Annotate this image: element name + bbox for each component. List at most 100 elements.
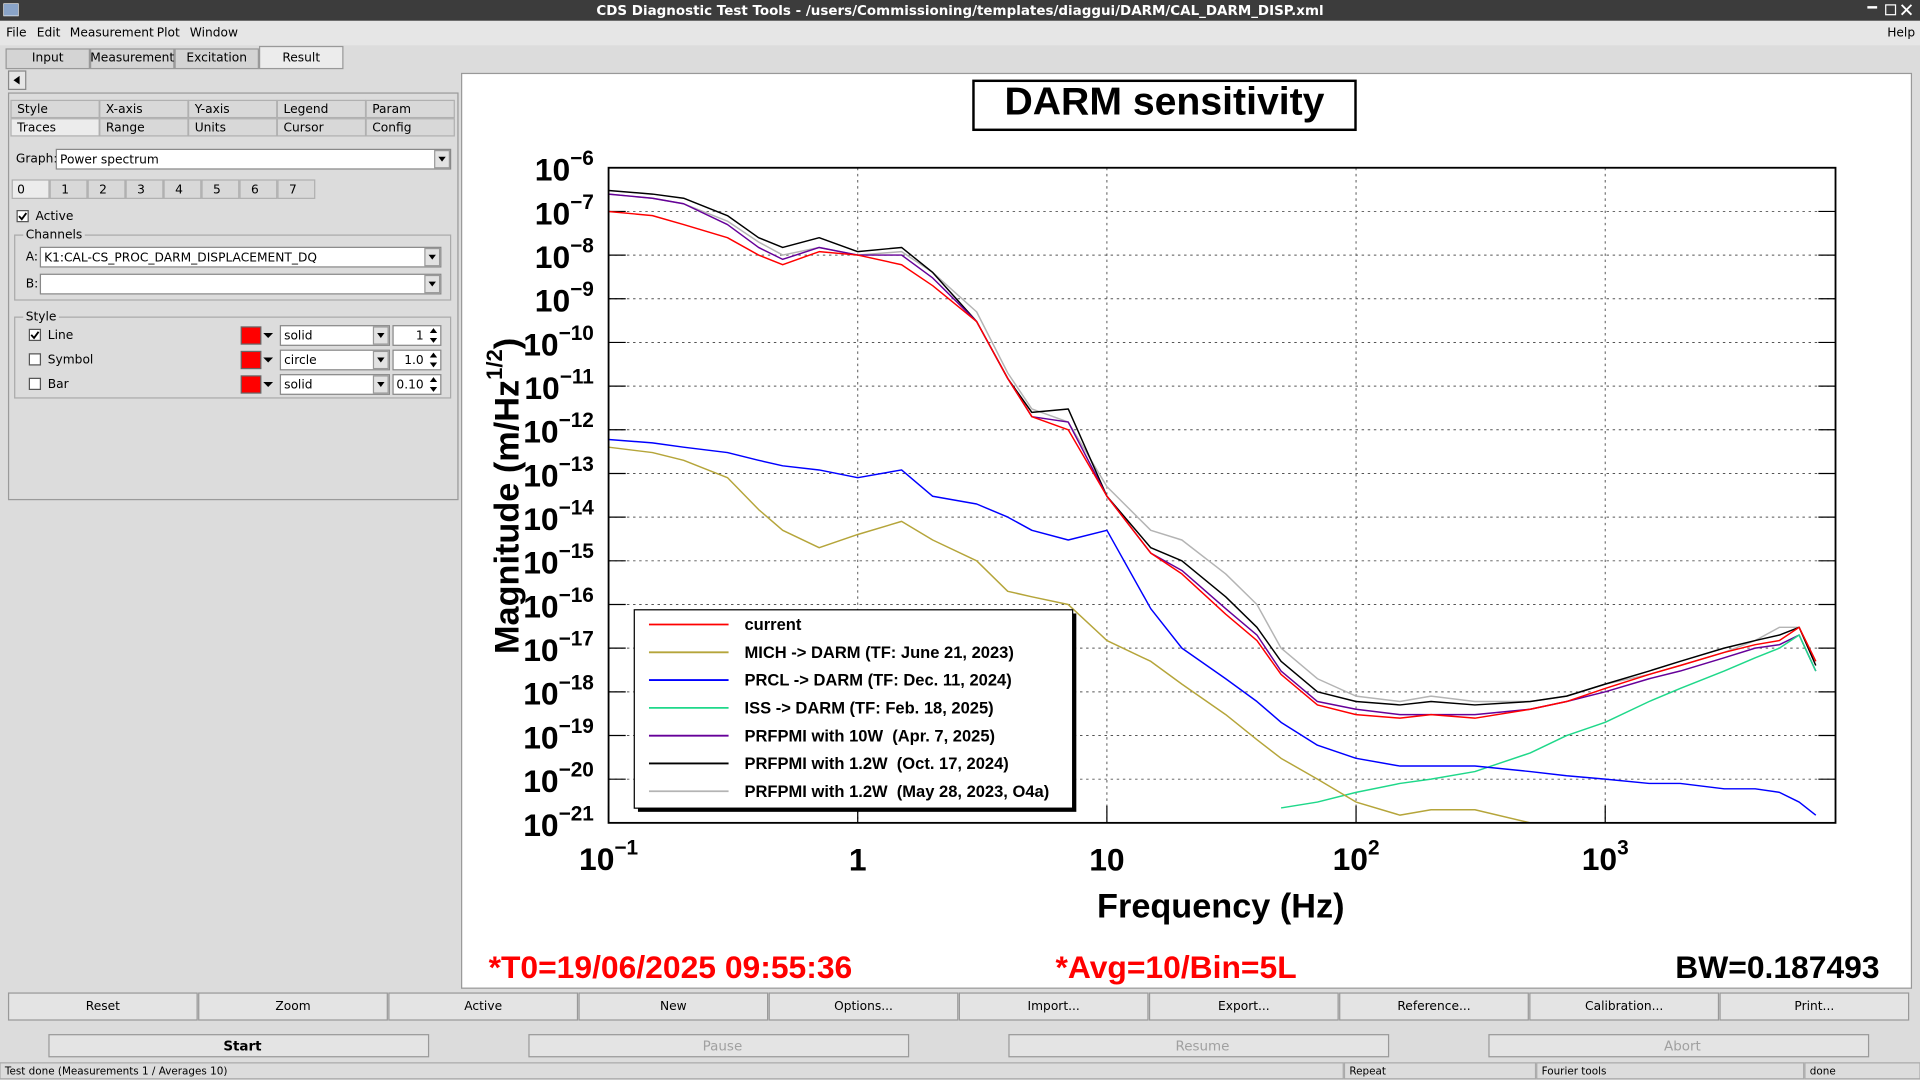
tick-exponent: −17: [559, 627, 594, 650]
menu-label: Measurement: [70, 26, 154, 40]
button[interactable]: [1529, 992, 1720, 1021]
tick-exponent: 3: [1617, 836, 1629, 859]
menu-item[interactable]: Measurement: [70, 26, 154, 40]
close-button[interactable]: [1900, 4, 1913, 16]
y-tick-label: 10−18: [523, 671, 594, 712]
style-row-label: Line: [48, 328, 74, 342]
menu-label: Window: [190, 26, 238, 40]
button[interactable]: [958, 992, 1149, 1021]
control-button[interactable]: [48, 1034, 430, 1058]
menu-label: File: [6, 26, 26, 40]
checkbox[interactable]: [16, 210, 29, 223]
trace-tab-label: 2: [99, 182, 107, 196]
maximize-button[interactable]: [1885, 4, 1897, 16]
graph-label: Graph:: [16, 152, 58, 166]
spin-arrows: [429, 377, 438, 392]
checkbox[interactable]: [28, 353, 42, 366]
combo-arrow: [428, 254, 436, 260]
button[interactable]: [1719, 992, 1910, 1021]
tab[interactable]: [258, 45, 344, 70]
tab-label: Result: [282, 51, 320, 65]
menu-label: Edit: [37, 26, 61, 40]
sub-tab[interactable]: [365, 99, 455, 119]
legend-label: MICH -> DARM (TF: June 21, 2023): [744, 643, 1013, 662]
trace-tab[interactable]: [87, 179, 126, 199]
y-tick-label: 10−13: [523, 452, 594, 493]
spin-box[interactable]: [392, 374, 442, 395]
status-bar: [0, 1061, 1920, 1080]
trace-tab[interactable]: [201, 179, 240, 199]
sub-tab[interactable]: [187, 99, 278, 119]
check-mark: [30, 331, 40, 340]
checkbox[interactable]: [28, 328, 42, 342]
button[interactable]: [1148, 992, 1339, 1021]
sub-tab-label: Style: [17, 102, 48, 116]
color-swatch[interactable]: [240, 350, 262, 370]
button[interactable]: [7, 992, 198, 1021]
button-label: Reference...: [1397, 999, 1470, 1013]
menu-label: Plot: [157, 26, 180, 40]
color-swatch[interactable]: [240, 375, 262, 394]
tick-base: 10: [523, 720, 558, 756]
trace-tab[interactable]: [277, 179, 316, 199]
combo-arrow: [428, 281, 436, 287]
y-tick-label: 10−17: [523, 627, 594, 668]
status-cell: [1343, 1062, 1537, 1080]
tab[interactable]: [174, 48, 259, 70]
trace-tab[interactable]: [163, 179, 202, 199]
group-label-bg: [23, 227, 85, 242]
channel-a-combo-value: K1:CAL-CS_PROC_DARM_DISPLACEMENT_DQ: [44, 250, 317, 264]
status-text: done: [1810, 1065, 1836, 1077]
channel-a-combo[interactable]: [39, 246, 442, 268]
series-line: [608, 446, 1531, 823]
y-tick-label: 10−14: [523, 496, 594, 537]
button[interactable]: [1339, 992, 1529, 1021]
group-label: Channels: [26, 228, 83, 242]
spin-box[interactable]: [392, 325, 442, 346]
menu-item[interactable]: Plot: [157, 26, 180, 40]
spin-box[interactable]: [392, 349, 442, 371]
sub-tab[interactable]: [365, 118, 455, 137]
button[interactable]: [768, 992, 959, 1021]
trace-tab[interactable]: [239, 179, 278, 199]
menu-item[interactable]: Window: [190, 26, 238, 40]
status-cell: [1804, 1062, 1920, 1080]
y-label-end: ): [488, 338, 526, 349]
tab[interactable]: [5, 48, 90, 70]
tab[interactable]: [90, 48, 175, 70]
color-swatch[interactable]: [240, 326, 262, 345]
legend: [633, 609, 1074, 809]
trace-tab[interactable]: [49, 179, 88, 199]
y-tick-label: 10−9: [535, 278, 594, 319]
menu-help: Help: [1887, 26, 1915, 40]
tick-base: 10: [523, 676, 558, 712]
button[interactable]: [388, 992, 579, 1021]
style-kind-combo[interactable]: [279, 325, 390, 346]
button[interactable]: [578, 992, 769, 1021]
channel-b-combo[interactable]: [39, 273, 442, 295]
status-text: Fourier tools: [1542, 1065, 1607, 1077]
channel-b-label: B:: [26, 277, 39, 291]
y-label-exponent: 1/2: [482, 349, 507, 380]
control-label: Pause: [703, 1039, 743, 1054]
graph-combo-value: Power spectrum: [60, 152, 159, 166]
trace-tab-label: 3: [137, 182, 145, 196]
style-kind-combo[interactable]: [279, 374, 390, 395]
button[interactable]: [198, 992, 388, 1021]
series-group: [608, 189, 1817, 823]
button-label: Import...: [1028, 999, 1080, 1013]
sub-tab-label: Range: [106, 120, 145, 134]
minimize-button[interactable]: [1867, 6, 1878, 9]
menu-item[interactable]: Edit: [37, 26, 61, 40]
checkbox[interactable]: [28, 377, 42, 390]
tick-exponent: −20: [559, 758, 594, 781]
series-line: [608, 210, 1817, 719]
menu-item[interactable]: File: [6, 26, 26, 40]
trace-tab[interactable]: [125, 179, 164, 199]
style-kind-combo[interactable]: [279, 349, 390, 371]
sub-tab[interactable]: [187, 118, 278, 137]
tick-base: 10: [523, 458, 558, 494]
combo-arrow: [377, 357, 385, 363]
trace-tab[interactable]: [11, 179, 50, 199]
graph-combo[interactable]: [55, 148, 452, 170]
